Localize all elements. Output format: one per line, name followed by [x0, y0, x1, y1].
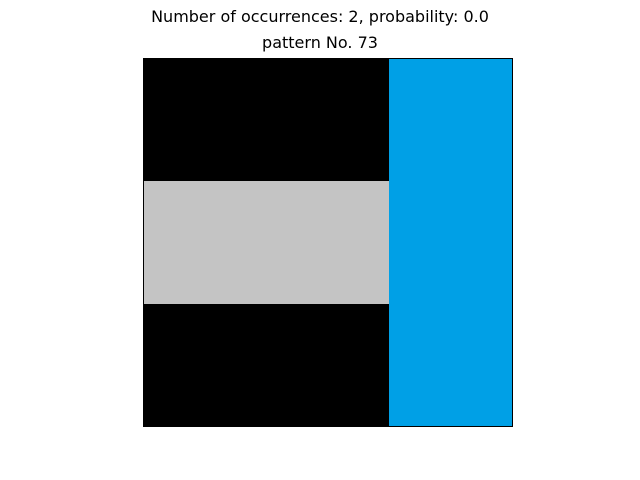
pattern-cell-right-column [389, 59, 512, 426]
figure-title: Number of occurrences: 2, probability: 0… [151, 7, 489, 26]
pattern-cell-middle-left [144, 181, 390, 304]
pattern-cell-bottom-left [144, 303, 390, 426]
pattern-subtitle: pattern No. 73 [262, 33, 378, 52]
pattern-cell-top-left [144, 59, 390, 182]
pattern-grid [143, 58, 513, 427]
